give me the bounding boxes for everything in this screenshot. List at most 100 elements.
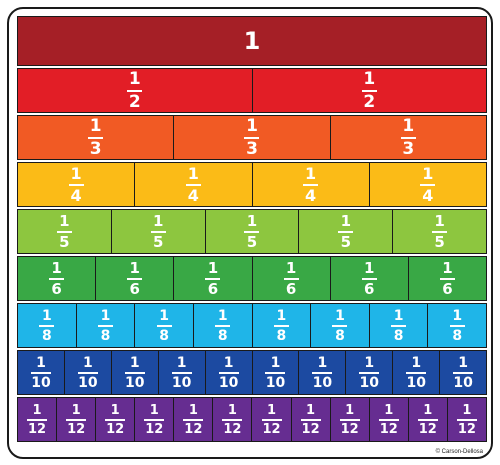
fraction-bar <box>420 183 436 186</box>
fraction-cell: 1 12 <box>291 398 331 441</box>
fraction-cell: 1 12 <box>213 398 253 441</box>
fraction-bar <box>150 230 166 233</box>
fraction-bar <box>265 371 286 374</box>
fraction-numerator: 1 <box>305 163 317 183</box>
fraction-denominator: 8 <box>335 327 345 344</box>
fraction-cell: 1 12 <box>252 398 292 441</box>
fraction-denominator: 12 <box>457 421 476 437</box>
fraction-denominator: 12 <box>106 421 125 437</box>
fraction-bar <box>127 277 143 280</box>
fraction-label: 1 12 <box>183 404 204 436</box>
fraction-denominator: 12 <box>223 421 242 437</box>
fraction-denominator: 6 <box>207 279 219 298</box>
fraction-denominator: 10 <box>31 374 51 391</box>
fraction-numerator: 1 <box>41 307 52 324</box>
fraction-label: 1 10 <box>453 356 474 391</box>
fraction-bar <box>68 183 84 186</box>
fraction-bar <box>361 277 377 280</box>
fraction-denominator: 5 <box>340 232 351 251</box>
fraction-bar <box>400 136 416 139</box>
fraction-denominator: 12 <box>145 421 164 437</box>
fraction-denominator: 10 <box>312 374 333 391</box>
fraction-denominator: 10 <box>265 374 286 391</box>
fraction-bar <box>359 371 380 374</box>
fraction-bar <box>88 136 104 139</box>
fraction-numerator: 1 <box>335 307 345 324</box>
fraction-cell: 1 12 <box>57 398 97 441</box>
fraction-bar <box>215 324 231 327</box>
fraction-denominator: 6 <box>442 279 453 298</box>
fraction-label: 1 12 <box>66 402 87 437</box>
fraction-numerator: 1 <box>266 402 277 418</box>
fraction-bar <box>156 324 172 327</box>
fraction-denominator: 12 <box>301 421 320 437</box>
fraction-denominator: 10 <box>406 374 426 391</box>
fraction-denominator: 10 <box>218 374 239 391</box>
fraction-numerator: 1 <box>176 354 187 371</box>
fraction-cell: 1 10 <box>158 351 206 394</box>
fraction-denominator: 4 <box>305 185 317 205</box>
fraction-bar <box>332 324 348 327</box>
fraction-denominator: 3 <box>89 138 102 159</box>
fraction-numerator: 1 <box>71 402 81 418</box>
fraction-bar <box>439 277 455 280</box>
fraction-numerator: 1 <box>110 402 120 418</box>
fraction-numerator: 1 <box>36 354 46 371</box>
fraction-bar <box>303 183 319 186</box>
fraction-bar <box>261 418 282 421</box>
fraction-denominator: 5 <box>152 232 164 251</box>
fraction-denominator: 10 <box>453 374 473 391</box>
fraction-denominator: 6 <box>51 279 62 298</box>
fraction-bar <box>273 324 289 327</box>
fraction-bar <box>406 371 427 374</box>
fraction-denominator: 12 <box>67 421 86 437</box>
fraction-denominator: 6 <box>285 279 297 298</box>
fraction-strip-12: 1 12 1 12 1 12 1 12 1 12 1 12 1 12 1 12 1 12 1 12 1 12 1 12 <box>17 397 487 442</box>
fraction-numerator: 1 <box>128 68 141 89</box>
fraction-bar <box>171 371 192 374</box>
fraction-denominator: 2 <box>128 91 141 112</box>
fraction-label: 1 12 <box>222 404 243 437</box>
fraction-numerator: 1 <box>159 307 169 324</box>
fraction-cell: 1 12 <box>447 398 486 441</box>
fraction-bar <box>378 418 399 421</box>
fraction-numerator: 1 <box>270 354 281 371</box>
fraction-numerator: 1 <box>317 354 328 371</box>
fraction-bar <box>105 418 126 421</box>
fraction-numerator: 1 <box>32 402 42 418</box>
fraction-numerator: 1 <box>152 211 164 230</box>
